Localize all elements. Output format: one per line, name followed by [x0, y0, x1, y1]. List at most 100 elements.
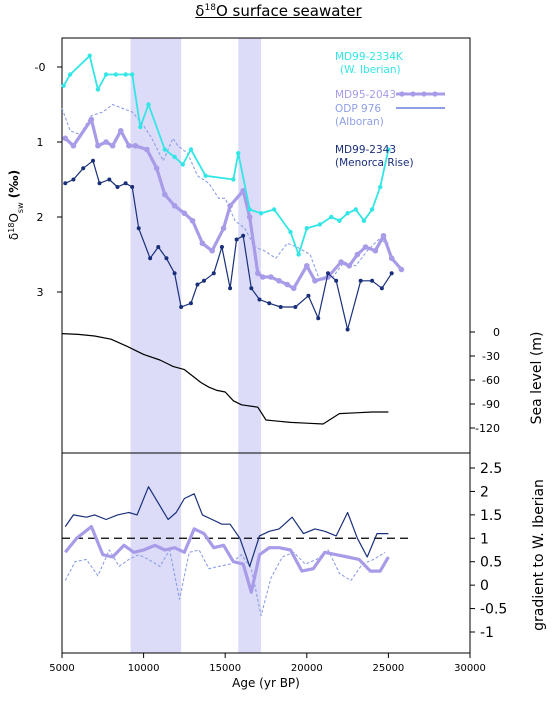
d18o-series-1-point-23 [268, 274, 274, 280]
d18o-series-0-point-21 [296, 252, 301, 257]
d18o-series-1-point-34 [372, 247, 379, 254]
d18o-series-0-point-23 [317, 222, 323, 227]
legend-label-1: MD95-2043 [335, 89, 396, 101]
d18o-series-1-point-11 [162, 191, 168, 198]
d18o-series-0-point-19 [271, 207, 277, 212]
d18o-series-1-point-22 [259, 274, 266, 280]
d18o-series-3-point-0 [63, 181, 68, 186]
title-part-pre: δ [195, 2, 205, 20]
gradient-series-0-line [64, 486, 389, 567]
d18o-series-0-point-25 [337, 218, 342, 223]
d18o-series-0-point-0 [61, 83, 66, 88]
d18o-series-0-point-5 [113, 72, 119, 77]
sealevel-y-tick-label-1: -30 [482, 350, 500, 363]
gradient-y-axis-group: gradient to W. Iberian [531, 479, 547, 631]
d18o-series-3-point-1 [71, 177, 76, 182]
d18o-series-1-point-37 [398, 266, 405, 273]
d18o-series-3-point-29 [316, 316, 321, 321]
d18o-series-1-point-12 [171, 202, 178, 209]
d18o-y-label-part-0: δ [7, 233, 21, 240]
d18o-series-0-point-9 [146, 102, 151, 107]
d18o-series-3-point-5 [107, 177, 112, 182]
d18o-series-0-point-3 [95, 87, 101, 92]
gradient-y-axis-label: gradient to W. Iberian [531, 479, 547, 631]
d18o-series-3-point-31 [334, 278, 339, 283]
d18o-series-0-point-2 [87, 53, 92, 58]
legend-swatch-1-marker-0 [399, 91, 405, 97]
gradient-series-1-line [64, 525, 390, 594]
d18o-series-0-point-17 [247, 207, 252, 212]
d18o-series-3-point-13 [172, 271, 177, 276]
legend-label-0: MD99-2334K [335, 51, 404, 63]
d18o-y-label-part-2: O [7, 213, 21, 222]
d18o-series-1-point-21 [255, 270, 261, 277]
d18o-series-3-point-8 [130, 185, 135, 189]
d18o-series-0-point-20 [288, 229, 293, 235]
d18o-series-3-point-17 [201, 278, 206, 283]
gradient-y-tick-label-2: 1.5 [480, 508, 502, 524]
d18o-series-0-point-28 [361, 218, 367, 223]
d18o-series-3-point-18 [211, 271, 216, 276]
d18o-series-0-point-16 [236, 151, 241, 156]
d18o-series-3-point-14 [179, 305, 184, 309]
shaded-interval-0 [130, 38, 182, 653]
d18o-series-1-point-10 [153, 165, 160, 172]
d18o-series-1-point-5 [109, 142, 116, 149]
d18o-series-0-point-26 [345, 211, 350, 216]
d18o-series-1-point-25 [284, 281, 291, 288]
d18o-series-0-point-13 [188, 147, 194, 152]
legend: MD99-2334K(W. Iberian) MD95-2043 ODP 976(A… [335, 51, 445, 169]
d18o-series-1-point-4 [103, 139, 109, 145]
legend-swatch-1-marker-3 [432, 91, 438, 97]
d18o-series-1-point-1 [70, 142, 77, 149]
d18o-series-1-point-7 [126, 142, 132, 149]
gradient-y-tick-label-3: 1 [480, 531, 489, 547]
d18o-series-0-point-6 [123, 72, 128, 77]
d18o-y-tick-label-3: 3 [37, 286, 44, 299]
gradient-y-tick-label-5: 0 [480, 578, 489, 594]
sealevel-y-tick-label-4: -120 [475, 422, 500, 435]
sealevel-y-tick-label-0: 0 [493, 326, 500, 339]
d18o-series-0-point-31 [386, 147, 391, 152]
d18o-series-0-point-1 [67, 72, 73, 77]
d18o-series-3-point-24 [257, 297, 262, 302]
d18o-series-1-point-9 [144, 146, 150, 153]
d18o-series-3-point-26 [278, 305, 283, 309]
gradient-y-tick-label-6: -0.5 [480, 602, 507, 618]
d18o-series-3-point-21 [234, 237, 239, 242]
sealevel-series-line [61, 333, 389, 425]
sealevel-y-tick-label-2: -60 [482, 374, 500, 387]
d18o-series-3-point-30 [326, 271, 331, 276]
d18o-series-1-point-18 [227, 202, 233, 209]
x-tick-label-2: 15000 [209, 663, 241, 674]
d18o-y-label-part-4: (‰) [7, 170, 21, 202]
d18o-series-1-point-32 [354, 251, 361, 258]
d18o-series-1-point-15 [199, 240, 206, 247]
d18o-series-1-point-17 [220, 225, 227, 232]
d18o-series-3-point-25 [267, 301, 272, 306]
d18o-series-3-point-2 [81, 166, 86, 171]
gradient-y-tick-label-4: 0.5 [480, 555, 502, 571]
d18o-series-3-point-4 [97, 181, 102, 186]
d18o-series-1-point-36 [388, 255, 395, 262]
d18o-series-0-point-30 [378, 184, 383, 190]
d18o-series-3-line [65, 160, 393, 331]
upper-frame [61, 37, 471, 454]
legend-sublabel-2: (Alboran) [335, 116, 384, 128]
d18o-series-3-point-11 [156, 245, 161, 249]
d18o-series-3-point-34 [370, 278, 375, 283]
x-tick-label-3: 20000 [291, 663, 323, 674]
d18o-series-3-point-20 [228, 286, 233, 291]
d18o-series-0-point-18 [258, 211, 264, 216]
d18o-series-3-point-33 [358, 278, 363, 283]
x-tick-label-5: 30000 [454, 663, 486, 674]
d18o-y-label-part-1: 18 [7, 223, 16, 233]
d18o-series-2-line [61, 103, 389, 282]
d18o-series-3-point-7 [123, 181, 128, 186]
d18o-series-3-point-19 [219, 245, 224, 249]
d18o-series-0-point-8 [138, 124, 143, 130]
d18o-series-3-point-15 [188, 301, 193, 306]
d18o-series-1-point-35 [380, 232, 387, 239]
x-tick-label-0: 5000 [49, 663, 74, 674]
d18o-series-0-point-29 [369, 207, 375, 212]
